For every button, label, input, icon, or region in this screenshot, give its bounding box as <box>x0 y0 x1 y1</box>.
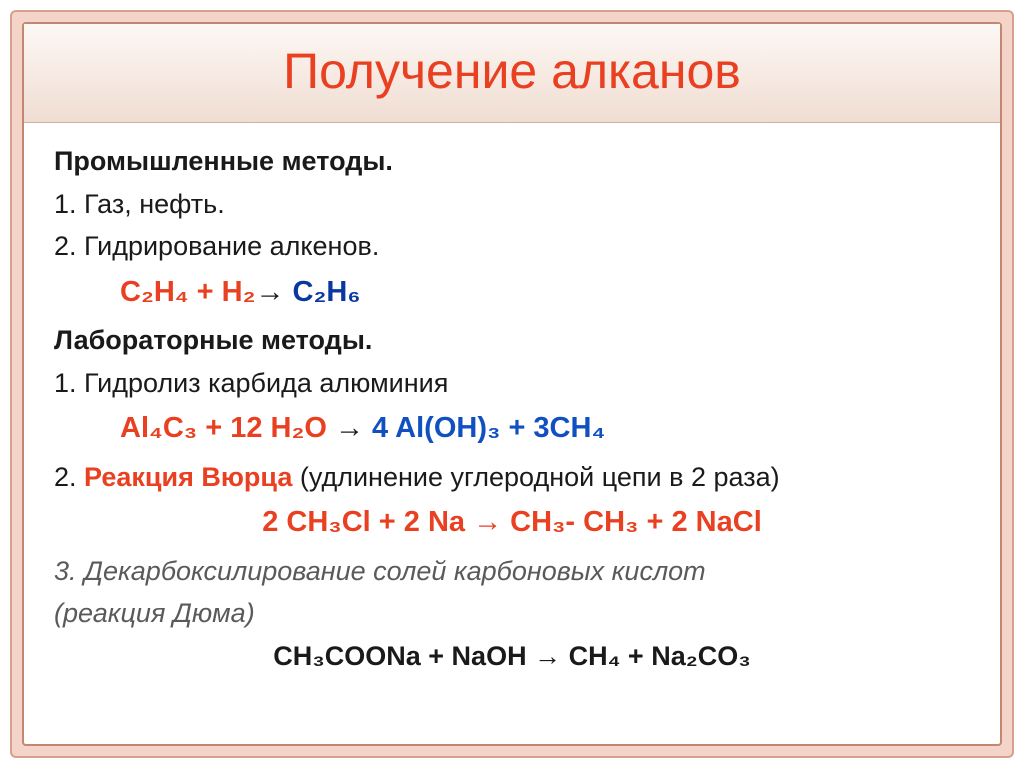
lab-method-3-line1: 3. Декарбоксилирование солей карбоновых … <box>54 551 970 592</box>
page-title: Получение алканов <box>24 42 1000 100</box>
lab-method-2: 2. Реакция Вюрца (удлинение углеродной ц… <box>54 457 970 498</box>
m2-prefix: 2. <box>54 462 84 492</box>
eq-lhs: С₂Н₄ + Н₂ <box>120 276 255 308</box>
lab-method-3-line2: (реакция Дюма) <box>54 593 970 634</box>
eq-rhs: С₂Н₆ <box>293 276 361 308</box>
wurtz-note: (удлинение углеродной цепи в 2 раза) <box>300 462 780 492</box>
wurtz-label: Реакция Вюрца <box>84 462 300 492</box>
carbide-arrow: → <box>335 412 372 444</box>
carbide-equation: Al₄C₃ + 12 H₂O → 4 Al(OH)₃ + 3CH₄ <box>120 407 970 451</box>
industrial-item-2: 2. Гидрирование алкенов. <box>54 226 970 267</box>
industrial-item-1: 1. Газ, нефть. <box>54 184 970 225</box>
inner-frame: Получение алканов Промышленные методы. 1… <box>22 22 1002 746</box>
content: Промышленные методы. 1. Газ, нефть. 2. Г… <box>24 123 1000 744</box>
laboratory-heading: Лабораторные методы. <box>54 320 970 361</box>
hydrogenation-equation: С₂Н₄ + Н₂→ С₂Н₆ <box>120 271 970 315</box>
wurtz-equation: 2 CH₃Cl + 2 Na → CH₃- CH₃ + 2 NaCl <box>54 501 970 545</box>
lab-method-1: 1. Гидролиз карбида алюминия <box>54 363 970 404</box>
title-bar: Получение алканов <box>24 24 1000 123</box>
carbide-lhs: Al₄C₃ + 12 H₂O <box>120 412 335 444</box>
industrial-heading: Промышленные методы. <box>54 141 970 182</box>
outer-frame: Получение алканов Промышленные методы. 1… <box>10 10 1014 758</box>
eq-arrow: → <box>255 276 292 308</box>
carbide-rhs: 4 Al(OH)₃ + 3CH₄ <box>372 412 605 444</box>
dumas-equation: CH₃COONa + NaOH → CH₄ + Na₂CO₃ <box>54 636 970 677</box>
